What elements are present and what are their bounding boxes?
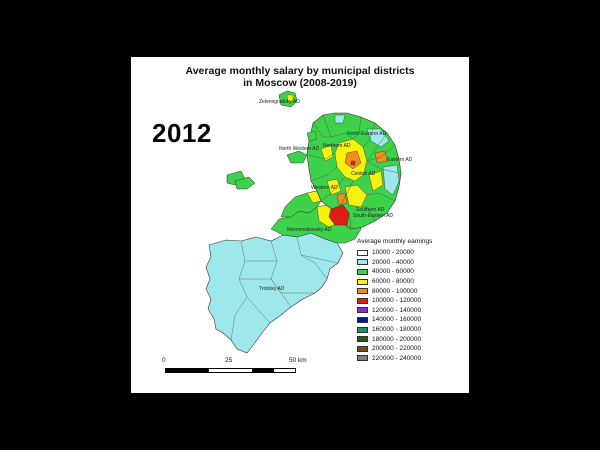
exclave-west-2 <box>234 176 256 190</box>
legend-label: 80000 - 100000 <box>372 287 418 295</box>
legend-items: 10000 - 20000 20000 - 40000 40000 - 60000 6… <box>357 248 465 363</box>
yellow-northwest <box>320 144 334 162</box>
yellow-south <box>344 184 368 208</box>
scale-segment <box>166 369 209 372</box>
legend-item: 10000 - 20000 <box>357 248 465 258</box>
legend-swatch <box>357 326 368 333</box>
yellow-east <box>368 170 384 192</box>
legend-item: 80000 - 100000 <box>357 286 465 296</box>
scale-bar-graphic <box>165 368 296 373</box>
map-title: Average monthly salary by municipal dist… <box>131 65 469 89</box>
legend-swatch <box>357 259 368 266</box>
legend-label: 120000 - 140000 <box>372 306 422 314</box>
label-troitsky: Troitsky AD <box>259 286 285 292</box>
exclave-northwest <box>286 150 308 164</box>
map-title-line2: in Moscow (2008-2019) <box>243 77 357 89</box>
label-north-western: North Western AD <box>279 146 320 152</box>
label-north-eastern: North-Eastern AD <box>347 131 387 137</box>
yellow-southwest <box>326 178 342 196</box>
legend-item: 140000 - 160000 <box>357 315 465 325</box>
legend-label: 180000 - 200000 <box>372 335 422 343</box>
zelenograd-yellow <box>286 94 294 103</box>
legend-item: 60000 - 80000 <box>357 277 465 287</box>
legend-item: 120000 - 140000 <box>357 306 465 316</box>
red-district-center <box>350 160 356 166</box>
exclave-north <box>306 130 318 142</box>
legend-swatch <box>357 355 368 362</box>
legend-swatch <box>357 307 368 314</box>
orange-center <box>344 150 362 170</box>
year-label: 2012 <box>152 118 212 148</box>
orange-southwest <box>336 192 348 206</box>
legend-item: 200000 - 220000 <box>357 344 465 354</box>
label-western: Western AD <box>311 185 338 191</box>
legend-title: Average monthly earnings <box>357 238 433 245</box>
map-title-line1: Average monthly salary by municipal dist… <box>185 65 415 77</box>
legend-label: 20000 - 40000 <box>372 258 414 266</box>
map-frame: Zelenogradsky AD North-Eastern AD North … <box>131 57 469 393</box>
label-eastern: Eastern AD <box>387 157 413 163</box>
scale-label-50: 50 km <box>289 357 307 364</box>
legend-label: 60000 - 80000 <box>372 278 414 286</box>
scale-segment <box>209 369 252 372</box>
legend-label: 220000 - 240000 <box>372 354 422 362</box>
legend-item: 40000 - 60000 <box>357 267 465 277</box>
legend-label: 140000 - 160000 <box>372 316 422 324</box>
legend-item: 160000 - 180000 <box>357 325 465 335</box>
troitsky-territory <box>205 232 344 354</box>
cyan-patch-northeast <box>366 128 390 148</box>
legend-swatch <box>357 288 368 295</box>
label-southern: Southern AD <box>356 207 385 213</box>
legend-swatch <box>357 336 368 343</box>
scale-bar: 0 25 50 km <box>161 357 307 381</box>
scale-segment <box>252 369 274 372</box>
cyan-patch-north <box>334 114 346 124</box>
moscow-district-map: Zelenogradsky AD North-Eastern AD North … <box>205 90 413 354</box>
cyan-patch-east <box>382 164 400 196</box>
label-zelenogradsky: Zelenogradsky AD <box>259 99 300 105</box>
label-central: Central AD <box>351 171 376 177</box>
internal-borders <box>308 114 400 230</box>
legend-swatch <box>357 297 368 304</box>
legend-swatch <box>357 278 368 285</box>
legend-label: 100000 - 120000 <box>372 297 422 305</box>
scale-label-0: 0 <box>162 357 166 364</box>
scale-label-25: 25 <box>225 357 233 364</box>
red-district <box>328 204 350 226</box>
legend-swatch <box>357 268 368 275</box>
troitsky-internal-borders <box>230 236 339 341</box>
legend-label: 40000 - 60000 <box>372 268 414 276</box>
legend-label: 10000 - 20000 <box>372 249 414 257</box>
scale-segment <box>273 369 295 372</box>
legend-swatch <box>357 249 368 256</box>
label-south-eastern: South-Eastern AD <box>353 213 393 219</box>
legend-swatch <box>357 316 368 323</box>
label-northern: Northern AD <box>323 143 351 149</box>
legend-item: 220000 - 240000 <box>357 354 465 364</box>
legend-label: 200000 - 220000 <box>372 345 422 353</box>
legend-item: 100000 - 120000 <box>357 296 465 306</box>
legend-item: 20000 - 40000 <box>357 258 465 268</box>
legend-item: 180000 - 200000 <box>357 334 465 344</box>
legend: Average monthly earnings 10000 - 20000 20… <box>357 238 465 363</box>
legend-swatch <box>357 345 368 352</box>
label-novomoskovsky: Novomoskovsky AD <box>287 227 332 233</box>
legend-label: 160000 - 180000 <box>372 326 422 334</box>
